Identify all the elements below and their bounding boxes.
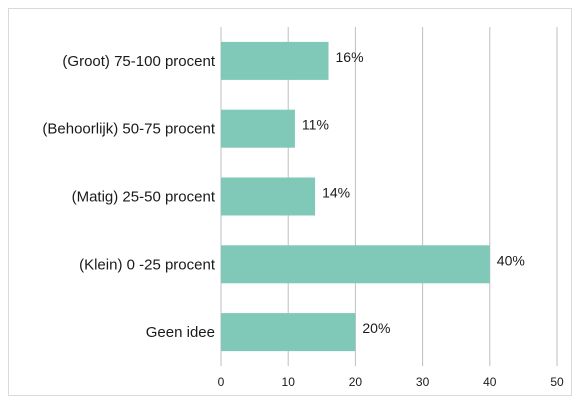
category-label: (Groot) 75-100 procent (62, 53, 215, 70)
bar (221, 245, 490, 284)
value-label: 40% (497, 252, 525, 268)
bar (221, 109, 295, 148)
value-label: 11% (302, 117, 329, 133)
value-label: 14% (322, 185, 350, 201)
category-label: (Behoorlijk) 50-75 procent (42, 121, 215, 138)
x-tick-label: 50 (550, 375, 564, 389)
value-label: 20% (362, 320, 390, 336)
x-tick-label: 30 (416, 375, 430, 389)
x-tick-label: 0 (218, 375, 225, 389)
value-label: 16% (336, 49, 364, 65)
category-label: (Klein) 0 -25 procent (79, 256, 216, 273)
category-label: (Matig) 25-50 procent (72, 189, 216, 206)
x-tick-label: 10 (282, 375, 296, 389)
bar (221, 313, 356, 352)
category-label: Geen idee (146, 324, 215, 341)
bar (221, 177, 316, 216)
labels: 0 10 20 30 40 50 (Groot) 75-100 procent 16% (Beh… (42, 49, 564, 389)
x-tick-label: 20 (349, 375, 363, 389)
bar (221, 41, 329, 80)
grid-lines (220, 27, 558, 366)
x-tick-label: 40 (483, 375, 497, 389)
bars (221, 41, 490, 352)
